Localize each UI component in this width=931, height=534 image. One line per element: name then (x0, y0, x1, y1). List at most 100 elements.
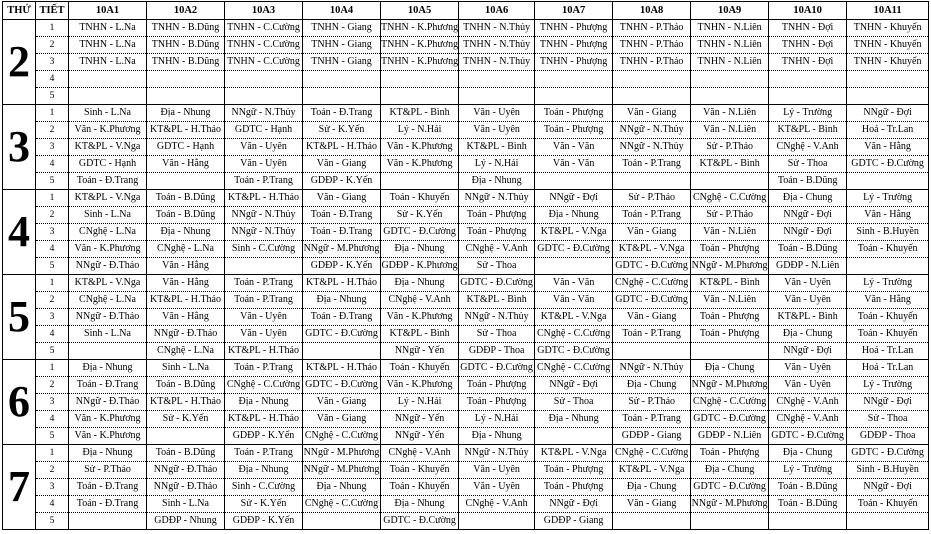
table-row: 3 KT&PL - V.Nga GDTC - Hạnh Văn - Uyên KT&PL… (3, 138, 930, 156)
lesson-cell: Địa - Chung (768, 444, 848, 462)
period-number: 2 (35, 121, 69, 139)
lesson-cell: KT&PL - H.Thảo (224, 342, 303, 360)
lesson-cell: KT&PL - Bình (768, 308, 848, 326)
lesson-cell: KT&PL - H.Thảo (224, 189, 303, 207)
lesson-cell: Lý - Trường (768, 104, 848, 122)
lesson-cell: NNgữ - Đợi (534, 495, 614, 513)
table-row: 5 Văn - K.Phương GDĐP - K.Yến CNghệ - C.Cườ… (3, 427, 930, 445)
lesson-cell: Toán - P.Trang (612, 155, 692, 173)
period-number: 5 (35, 342, 69, 360)
lesson-cell: Văn - Giang (612, 223, 692, 241)
lesson-cell: Sử - Thoa (846, 410, 930, 428)
lesson-cell: CNghệ - V.Anh (379, 291, 460, 309)
lesson-cell: Văn - Uyên (458, 104, 536, 122)
lesson-cell: Toán - Phượng (458, 223, 536, 241)
table-row: 4 (3, 70, 930, 88)
period-number: 2 (35, 206, 69, 224)
period-number: 4 (35, 240, 69, 258)
lesson-cell: NNgữ - Đợi (534, 189, 614, 207)
lesson-cell: Toán - B.Dũng (146, 189, 225, 207)
lesson-cell: Toán - Khuyến (379, 189, 460, 207)
class-header: 10A8 (612, 1, 692, 20)
lesson-cell: GDĐP - K.Phương (379, 257, 460, 275)
lesson-cell: NNgữ - N.Thủy (458, 444, 536, 462)
table-row: 3 1 Sinh - L.Na Địa - Nhung NNgữ - N.Thủy Toá… (2, 104, 930, 190)
lesson-cell: NNgữ - M.Phương (302, 240, 381, 258)
lesson-cell: NNgữ - N.Thủy (224, 104, 303, 122)
lesson-cell: Sử - P.Thảo (690, 138, 770, 156)
class-header: 10A5 (379, 1, 460, 20)
lesson-cell: Văn - K.Phương (379, 155, 460, 173)
lesson-cell: GDTC - Hạnh (224, 121, 303, 139)
lesson-cell: TNHN - Giang (302, 36, 381, 54)
lesson-cell: TNHN - B.Dũng (146, 36, 225, 54)
table-row: 5 NNgữ - Đ.Thảo Văn - Hằng GDĐP - K.Yến GDĐP… (3, 257, 930, 275)
lesson-cell: KT&PL - V.Nga (612, 240, 692, 258)
lesson-cell: Toán - Đ.Trang (302, 308, 381, 326)
lesson-cell: Văn - Uyên (224, 308, 303, 326)
header-row: THỨ TIẾT 10A1 10A2 10A3 10A4 10A5 10A6 10A7 10A… (2, 1, 930, 20)
lesson-cell: TNHN - Giang (302, 19, 381, 37)
lesson-cell: Địa - Nhung (379, 240, 460, 258)
lesson-cell (534, 70, 614, 88)
lesson-cell: TNHN - P.Thảo (612, 19, 692, 37)
lesson-cell: TNHN - C.Cường (224, 36, 303, 54)
lesson-cell: KT&PL - Bình (690, 155, 770, 173)
lesson-cell: GDĐP - Nhung (146, 512, 225, 530)
period-number: 1 (35, 274, 69, 292)
table-row: 3 NNgữ - Đ.Thảo KT&PL - H.Thảo Địa - Nhung V… (3, 393, 930, 411)
lesson-cell (68, 87, 147, 105)
lesson-cell: Văn - Giang (302, 410, 381, 428)
lesson-cell: GDĐP - Giang (534, 512, 614, 530)
lesson-cell: Văn - Uyên (768, 291, 848, 309)
table-row: 5 (3, 87, 930, 105)
table-row: 2 TNHN - L.Na TNHN - B.Dũng TNHN - C.Cường T… (3, 36, 930, 54)
lesson-cell: NNgữ - Đ.Thảo (146, 461, 225, 479)
lesson-cell: Văn - K.Phương (68, 121, 147, 139)
lesson-cell (612, 512, 692, 530)
day-label: 4 (2, 189, 36, 275)
lesson-cell (379, 87, 460, 105)
lesson-cell (302, 342, 381, 360)
lesson-cell: Lý - N.Hải (379, 393, 460, 411)
lesson-cell: GDTC - Hạnh (68, 155, 147, 173)
lesson-cell: TNHN - C.Cường (224, 53, 303, 71)
lesson-cell: Văn - K.Phương (379, 376, 460, 394)
lesson-cell: GDĐP - K.Yến (224, 512, 303, 530)
lesson-cell: GDTC - Đ.Cường (612, 257, 692, 275)
lesson-cell (690, 512, 770, 530)
period-number: 4 (35, 155, 69, 173)
lesson-cell: Toán - Phượng (534, 121, 614, 139)
table-row: 3 CNghệ - L.Na Địa - Nhung NNgữ - N.Thủy Toá… (3, 223, 930, 241)
lesson-cell: CNghệ - C.Cường (534, 359, 614, 377)
lesson-cell: Toán - Khuyến (846, 240, 930, 258)
period-number: 5 (35, 512, 69, 530)
lesson-cell (534, 87, 614, 105)
lesson-cell: NNgữ - Yến (379, 342, 460, 360)
lesson-cell: Sử - Thoa (534, 393, 614, 411)
lesson-cell: CNghệ - C.Cường (534, 325, 614, 343)
class-header: 10A1 (68, 1, 147, 20)
table-row: 4 GDTC - Hạnh Văn - Hằng Văn - Uyên Văn - Gi… (3, 155, 930, 173)
lesson-cell (768, 70, 848, 88)
lesson-cell: Toán - Phượng (458, 376, 536, 394)
lesson-cell: CNghệ - C.Cường (612, 444, 692, 462)
lesson-cell: NNgữ - Đợi (846, 104, 930, 122)
lesson-cell (224, 70, 303, 88)
table-row: 6 1 Địa - Nhung Sinh - L.Na Toán - P.Trang KT… (2, 359, 930, 445)
lesson-cell: NNgữ - Yến (379, 410, 460, 428)
period-number: 1 (35, 104, 69, 122)
lesson-cell: CNghệ - V.Anh (768, 410, 848, 428)
day-header: THỨ (2, 1, 36, 20)
lesson-cell: NNgữ - M.Phương (302, 461, 381, 479)
lesson-cell: CNghệ - C.Cường (224, 376, 303, 394)
lesson-cell: TNHN - N.Liên (690, 19, 770, 37)
lesson-cell: Toán - P.Trang (224, 359, 303, 377)
lesson-cell: Hoá - Tr.Lan (846, 359, 930, 377)
lesson-cell: KT&PL - V.Nga (68, 189, 147, 207)
lesson-cell: GDTC - Đ.Cường (534, 342, 614, 360)
lesson-cell: Toán - Đ.Trang (302, 223, 381, 241)
lesson-cell: KT&PL - Bình (379, 104, 460, 122)
lesson-cell: Toán - Đ.Trang (68, 495, 147, 513)
lesson-cell: Văn - Hằng (846, 291, 930, 309)
